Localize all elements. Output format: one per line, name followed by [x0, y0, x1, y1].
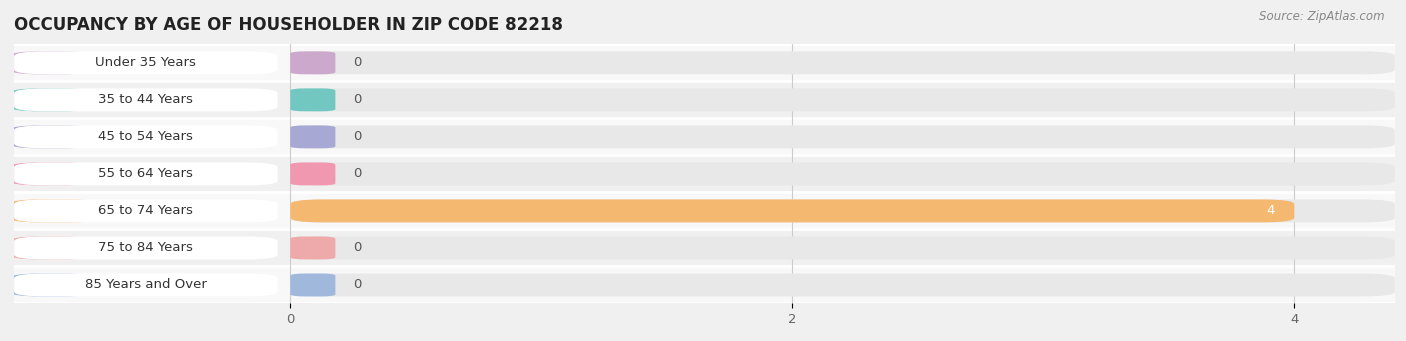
FancyBboxPatch shape [290, 162, 1395, 186]
FancyBboxPatch shape [290, 88, 1395, 112]
Text: 0: 0 [353, 130, 361, 143]
Text: 0: 0 [353, 167, 361, 180]
FancyBboxPatch shape [8, 199, 103, 222]
FancyBboxPatch shape [8, 273, 94, 296]
FancyBboxPatch shape [14, 273, 277, 296]
FancyBboxPatch shape [8, 236, 94, 260]
Text: 65 to 74 Years: 65 to 74 Years [98, 205, 193, 218]
FancyBboxPatch shape [8, 162, 94, 186]
FancyBboxPatch shape [14, 155, 1395, 192]
FancyBboxPatch shape [290, 273, 1395, 296]
FancyBboxPatch shape [14, 88, 277, 112]
Text: OCCUPANCY BY AGE OF HOUSEHOLDER IN ZIP CODE 82218: OCCUPANCY BY AGE OF HOUSEHOLDER IN ZIP C… [14, 16, 562, 34]
FancyBboxPatch shape [14, 118, 1395, 155]
FancyBboxPatch shape [290, 51, 1395, 74]
Text: 0: 0 [353, 241, 361, 254]
Text: 0: 0 [353, 56, 361, 69]
Text: 0: 0 [353, 279, 361, 292]
FancyBboxPatch shape [290, 236, 336, 260]
FancyBboxPatch shape [290, 125, 336, 148]
Text: Source: ZipAtlas.com: Source: ZipAtlas.com [1260, 10, 1385, 23]
FancyBboxPatch shape [290, 236, 1395, 260]
FancyBboxPatch shape [14, 266, 1395, 303]
FancyBboxPatch shape [290, 199, 1295, 222]
Text: 45 to 54 Years: 45 to 54 Years [98, 130, 193, 143]
FancyBboxPatch shape [290, 125, 1395, 148]
FancyBboxPatch shape [290, 199, 1395, 222]
Text: 55 to 64 Years: 55 to 64 Years [98, 167, 193, 180]
Text: 85 Years and Over: 85 Years and Over [84, 279, 207, 292]
FancyBboxPatch shape [14, 125, 277, 148]
Text: 0: 0 [353, 93, 361, 106]
FancyBboxPatch shape [8, 51, 94, 74]
FancyBboxPatch shape [14, 192, 1395, 229]
Text: 75 to 84 Years: 75 to 84 Years [98, 241, 193, 254]
FancyBboxPatch shape [14, 199, 277, 222]
FancyBboxPatch shape [14, 229, 1395, 266]
FancyBboxPatch shape [290, 273, 336, 296]
FancyBboxPatch shape [14, 51, 277, 74]
Text: 35 to 44 Years: 35 to 44 Years [98, 93, 193, 106]
FancyBboxPatch shape [14, 236, 277, 260]
FancyBboxPatch shape [290, 51, 336, 74]
FancyBboxPatch shape [14, 44, 1395, 81]
FancyBboxPatch shape [14, 162, 277, 186]
FancyBboxPatch shape [8, 88, 94, 112]
Text: 4: 4 [1265, 205, 1274, 218]
FancyBboxPatch shape [290, 88, 336, 112]
FancyBboxPatch shape [14, 81, 1395, 118]
Text: Under 35 Years: Under 35 Years [96, 56, 197, 69]
FancyBboxPatch shape [290, 162, 336, 186]
FancyBboxPatch shape [8, 125, 94, 148]
